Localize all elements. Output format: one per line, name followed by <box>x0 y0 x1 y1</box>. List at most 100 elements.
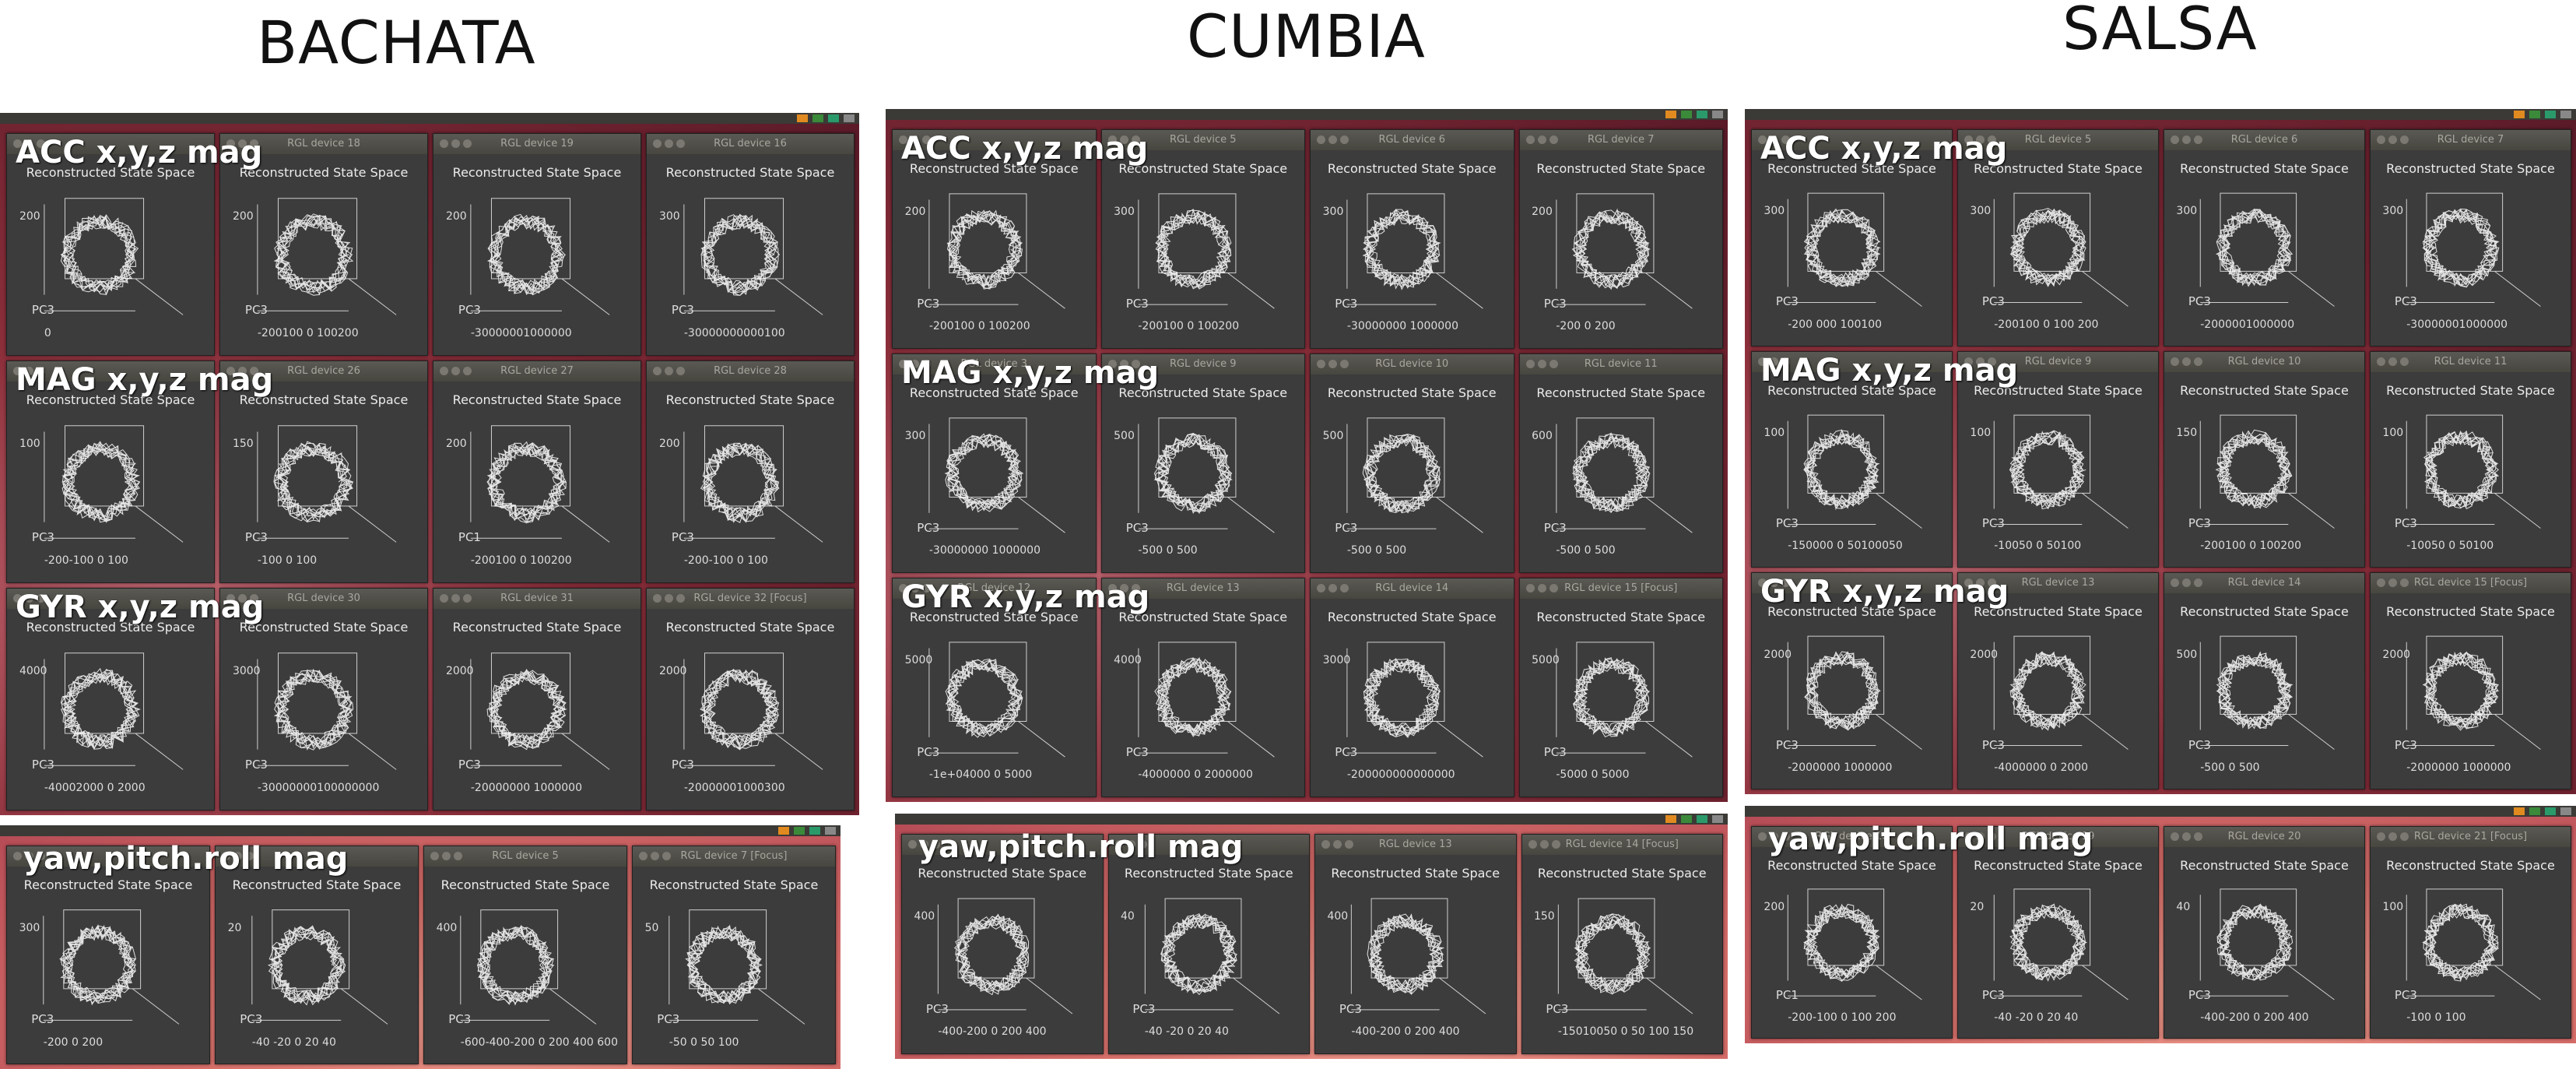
minimize-icon[interactable] <box>442 852 451 860</box>
minimize-icon[interactable] <box>1328 135 1337 144</box>
window-titlebar[interactable]: RGL device 14 [Focus] <box>1522 835 1723 855</box>
close-icon[interactable] <box>430 852 439 860</box>
window-controls[interactable] <box>2171 832 2202 841</box>
window-controls[interactable] <box>2171 357 2202 366</box>
maximize-icon[interactable] <box>2194 832 2202 841</box>
plot-area[interactable]: Reconstructed State Space 20 -40 -20 0 20 … <box>216 867 418 1064</box>
plot-area[interactable]: Reconstructed State Space 100 -200-100 0 1… <box>7 382 214 582</box>
rgl-device-window[interactable]: RGL device 10 Reconstructed State Space 15… <box>2164 351 2365 568</box>
minimize-icon[interactable] <box>451 594 460 603</box>
minimize-icon[interactable] <box>665 594 673 603</box>
rgl-device-window[interactable]: RGL device 5 Reconstructed State Space 400… <box>423 846 627 1064</box>
maximize-icon[interactable] <box>2400 832 2409 841</box>
rgl-device-window[interactable]: RGL device 28 Reconstructed State Space 20… <box>646 360 855 583</box>
close-icon[interactable] <box>1317 360 1325 368</box>
plot-area[interactable]: Reconstructed State Space 200 -200100 0 10… <box>220 154 427 355</box>
rgl-device-window[interactable]: RGL device 7 [Focus] Reconstructed State … <box>632 846 836 1064</box>
network-icon[interactable] <box>1681 111 1692 118</box>
warning-icon[interactable] <box>1665 815 1676 823</box>
system-tray[interactable] <box>2514 111 2571 118</box>
plot-area[interactable]: Reconstructed State Space 40 -40 -20 0 20 … <box>1109 855 1310 1053</box>
window-controls[interactable] <box>1317 360 1349 368</box>
battery-icon[interactable] <box>828 114 839 122</box>
window-controls[interactable] <box>1317 584 1349 593</box>
plot-area[interactable]: Reconstructed State Space 200 -200-100 0 1… <box>647 382 854 582</box>
network-icon[interactable] <box>794 827 805 835</box>
warning-icon[interactable] <box>2514 807 2525 815</box>
rgl-device-window[interactable]: Reconstructed State Space 40 -40 -20 0 20 … <box>1108 834 1311 1054</box>
volume-icon[interactable] <box>2560 807 2571 815</box>
warning-icon[interactable] <box>1665 111 1676 118</box>
minimize-icon[interactable] <box>2388 135 2397 144</box>
system-tray[interactable] <box>2514 807 2571 815</box>
maximize-icon[interactable] <box>1340 135 1349 144</box>
window-controls[interactable] <box>653 367 685 375</box>
minimize-icon[interactable] <box>2182 357 2191 366</box>
minimize-icon[interactable] <box>2388 357 2397 366</box>
window-titlebar[interactable]: RGL device 11 <box>2371 352 2571 372</box>
window-controls[interactable] <box>639 852 671 860</box>
window-controls[interactable] <box>2171 135 2202 144</box>
plot-area[interactable]: Reconstructed State Space 300 -30000001000… <box>2371 150 2571 346</box>
window-titlebar[interactable]: RGL device 13 <box>1315 835 1516 855</box>
plot-area[interactable]: Reconstructed State Space 300 -20000010000… <box>2164 150 2364 346</box>
rgl-device-window[interactable]: RGL device 19 Reconstructed State Space 20… <box>1957 826 2159 1039</box>
rgl-device-window[interactable]: RGL device 19 Reconstructed State Space 20… <box>433 133 641 356</box>
plot-area[interactable]: Reconstructed State Space 400 -600-400-200… <box>424 867 626 1064</box>
minimize-icon[interactable] <box>2388 832 2397 841</box>
close-icon[interactable] <box>1526 360 1535 368</box>
window-controls[interactable] <box>2377 578 2409 587</box>
rgl-device-window[interactable]: RGL device 16 Reconstructed State Space 30… <box>646 133 855 356</box>
window-titlebar[interactable]: RGL device 7 <box>2371 130 2571 150</box>
plot-area[interactable]: Reconstructed State Space 3000 -2000000000… <box>1311 599 1514 796</box>
maximize-icon[interactable] <box>662 852 671 860</box>
network-icon[interactable] <box>812 114 823 122</box>
plot-area[interactable]: Reconstructed State Space 200 -200 0 200 PC… <box>1520 150 1723 348</box>
minimize-icon[interactable] <box>665 139 673 148</box>
plot-area[interactable]: Reconstructed State Space 300 -30000000000… <box>647 154 854 355</box>
plot-area[interactable]: Reconstructed State Space 50 -50 0 50 100 P… <box>633 867 835 1064</box>
minimize-icon[interactable] <box>1540 840 1549 849</box>
plot-area[interactable]: Reconstructed State Space 200 0 PC3 <box>7 154 214 355</box>
plot-area[interactable]: Reconstructed State Space 3000 -3000000010… <box>220 609 427 810</box>
window-controls[interactable] <box>440 367 472 375</box>
plot-area[interactable]: Reconstructed State Space 100 -100 0 100 PC… <box>2371 847 2571 1038</box>
maximize-icon[interactable] <box>454 852 462 860</box>
battery-icon[interactable] <box>1697 111 1707 118</box>
plot-area[interactable]: Reconstructed State Space 2000 -2000000100… <box>647 609 854 810</box>
warning-icon[interactable] <box>778 827 789 835</box>
window-controls[interactable] <box>653 139 685 148</box>
close-icon[interactable] <box>1526 584 1535 593</box>
rgl-device-window[interactable]: RGL device 14 Reconstructed State Space 30… <box>1310 578 1514 797</box>
minimize-icon[interactable] <box>665 367 673 375</box>
plot-area[interactable]: Reconstructed State Space 600 -500 0 500 PC… <box>1520 375 1723 572</box>
maximize-icon[interactable] <box>1549 360 1558 368</box>
minimize-icon[interactable] <box>451 139 460 148</box>
window-controls[interactable] <box>1526 360 1558 368</box>
plot-area[interactable]: Reconstructed State Space 200 -30000001000… <box>433 154 640 355</box>
system-tray[interactable] <box>1665 111 1723 118</box>
close-icon[interactable] <box>653 367 662 375</box>
rgl-device-window[interactable]: RGL device 7 Reconstructed State Space 200… <box>1519 129 1724 349</box>
plot-area[interactable]: Reconstructed State Space 300 -200 0 200 PC… <box>7 867 209 1064</box>
plot-area[interactable]: Reconstructed State Space 4000 -40002000 0… <box>7 609 214 810</box>
plot-area[interactable]: Reconstructed State Space 2000 -20000000 1… <box>433 609 640 810</box>
window-titlebar[interactable]: RGL device 15 [Focus] <box>1520 578 1723 599</box>
plot-area[interactable]: Reconstructed State Space 500 -500 0 500 PC… <box>1311 375 1514 572</box>
system-tray[interactable] <box>778 827 836 835</box>
window-titlebar[interactable]: RGL device 19 <box>433 134 640 154</box>
rgl-device-window[interactable]: RGL device 14 Reconstructed State Space 50… <box>2164 572 2365 789</box>
window-controls[interactable] <box>653 594 685 603</box>
plot-area[interactable]: Reconstructed State Space 150 -200100 0 10… <box>2164 372 2364 568</box>
maximize-icon[interactable] <box>463 594 472 603</box>
minimize-icon[interactable] <box>2182 578 2191 587</box>
window-controls[interactable] <box>2377 832 2409 841</box>
close-icon[interactable] <box>908 840 917 849</box>
rgl-device-window[interactable]: RGL device 13 Reconstructed State Space 40… <box>1314 834 1517 1054</box>
window-controls[interactable] <box>2377 135 2409 144</box>
window-titlebar[interactable]: RGL device 32 [Focus] <box>647 589 854 609</box>
minimize-icon[interactable] <box>1538 360 1546 368</box>
rgl-device-window[interactable]: RGL device 18 Reconstructed State Space 20… <box>1751 826 1953 1039</box>
maximize-icon[interactable] <box>676 594 685 603</box>
maximize-icon[interactable] <box>1340 360 1349 368</box>
